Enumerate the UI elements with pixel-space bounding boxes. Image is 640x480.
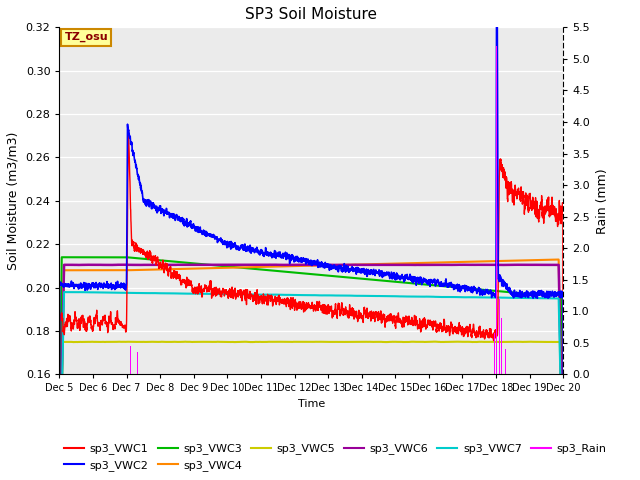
Y-axis label: Soil Moisture (m3/m3): Soil Moisture (m3/m3)	[7, 132, 20, 270]
X-axis label: Time: Time	[298, 399, 325, 409]
Text: TZ_osu: TZ_osu	[65, 32, 108, 42]
Legend: sp3_VWC1, sp3_VWC2, sp3_VWC3, sp3_VWC4, sp3_VWC5, sp3_VWC6, sp3_VWC7, sp3_Rain: sp3_VWC1, sp3_VWC2, sp3_VWC3, sp3_VWC4, …	[60, 439, 611, 475]
Title: SP3 Soil Moisture: SP3 Soil Moisture	[245, 7, 378, 22]
Y-axis label: Rain (mm): Rain (mm)	[596, 168, 609, 234]
